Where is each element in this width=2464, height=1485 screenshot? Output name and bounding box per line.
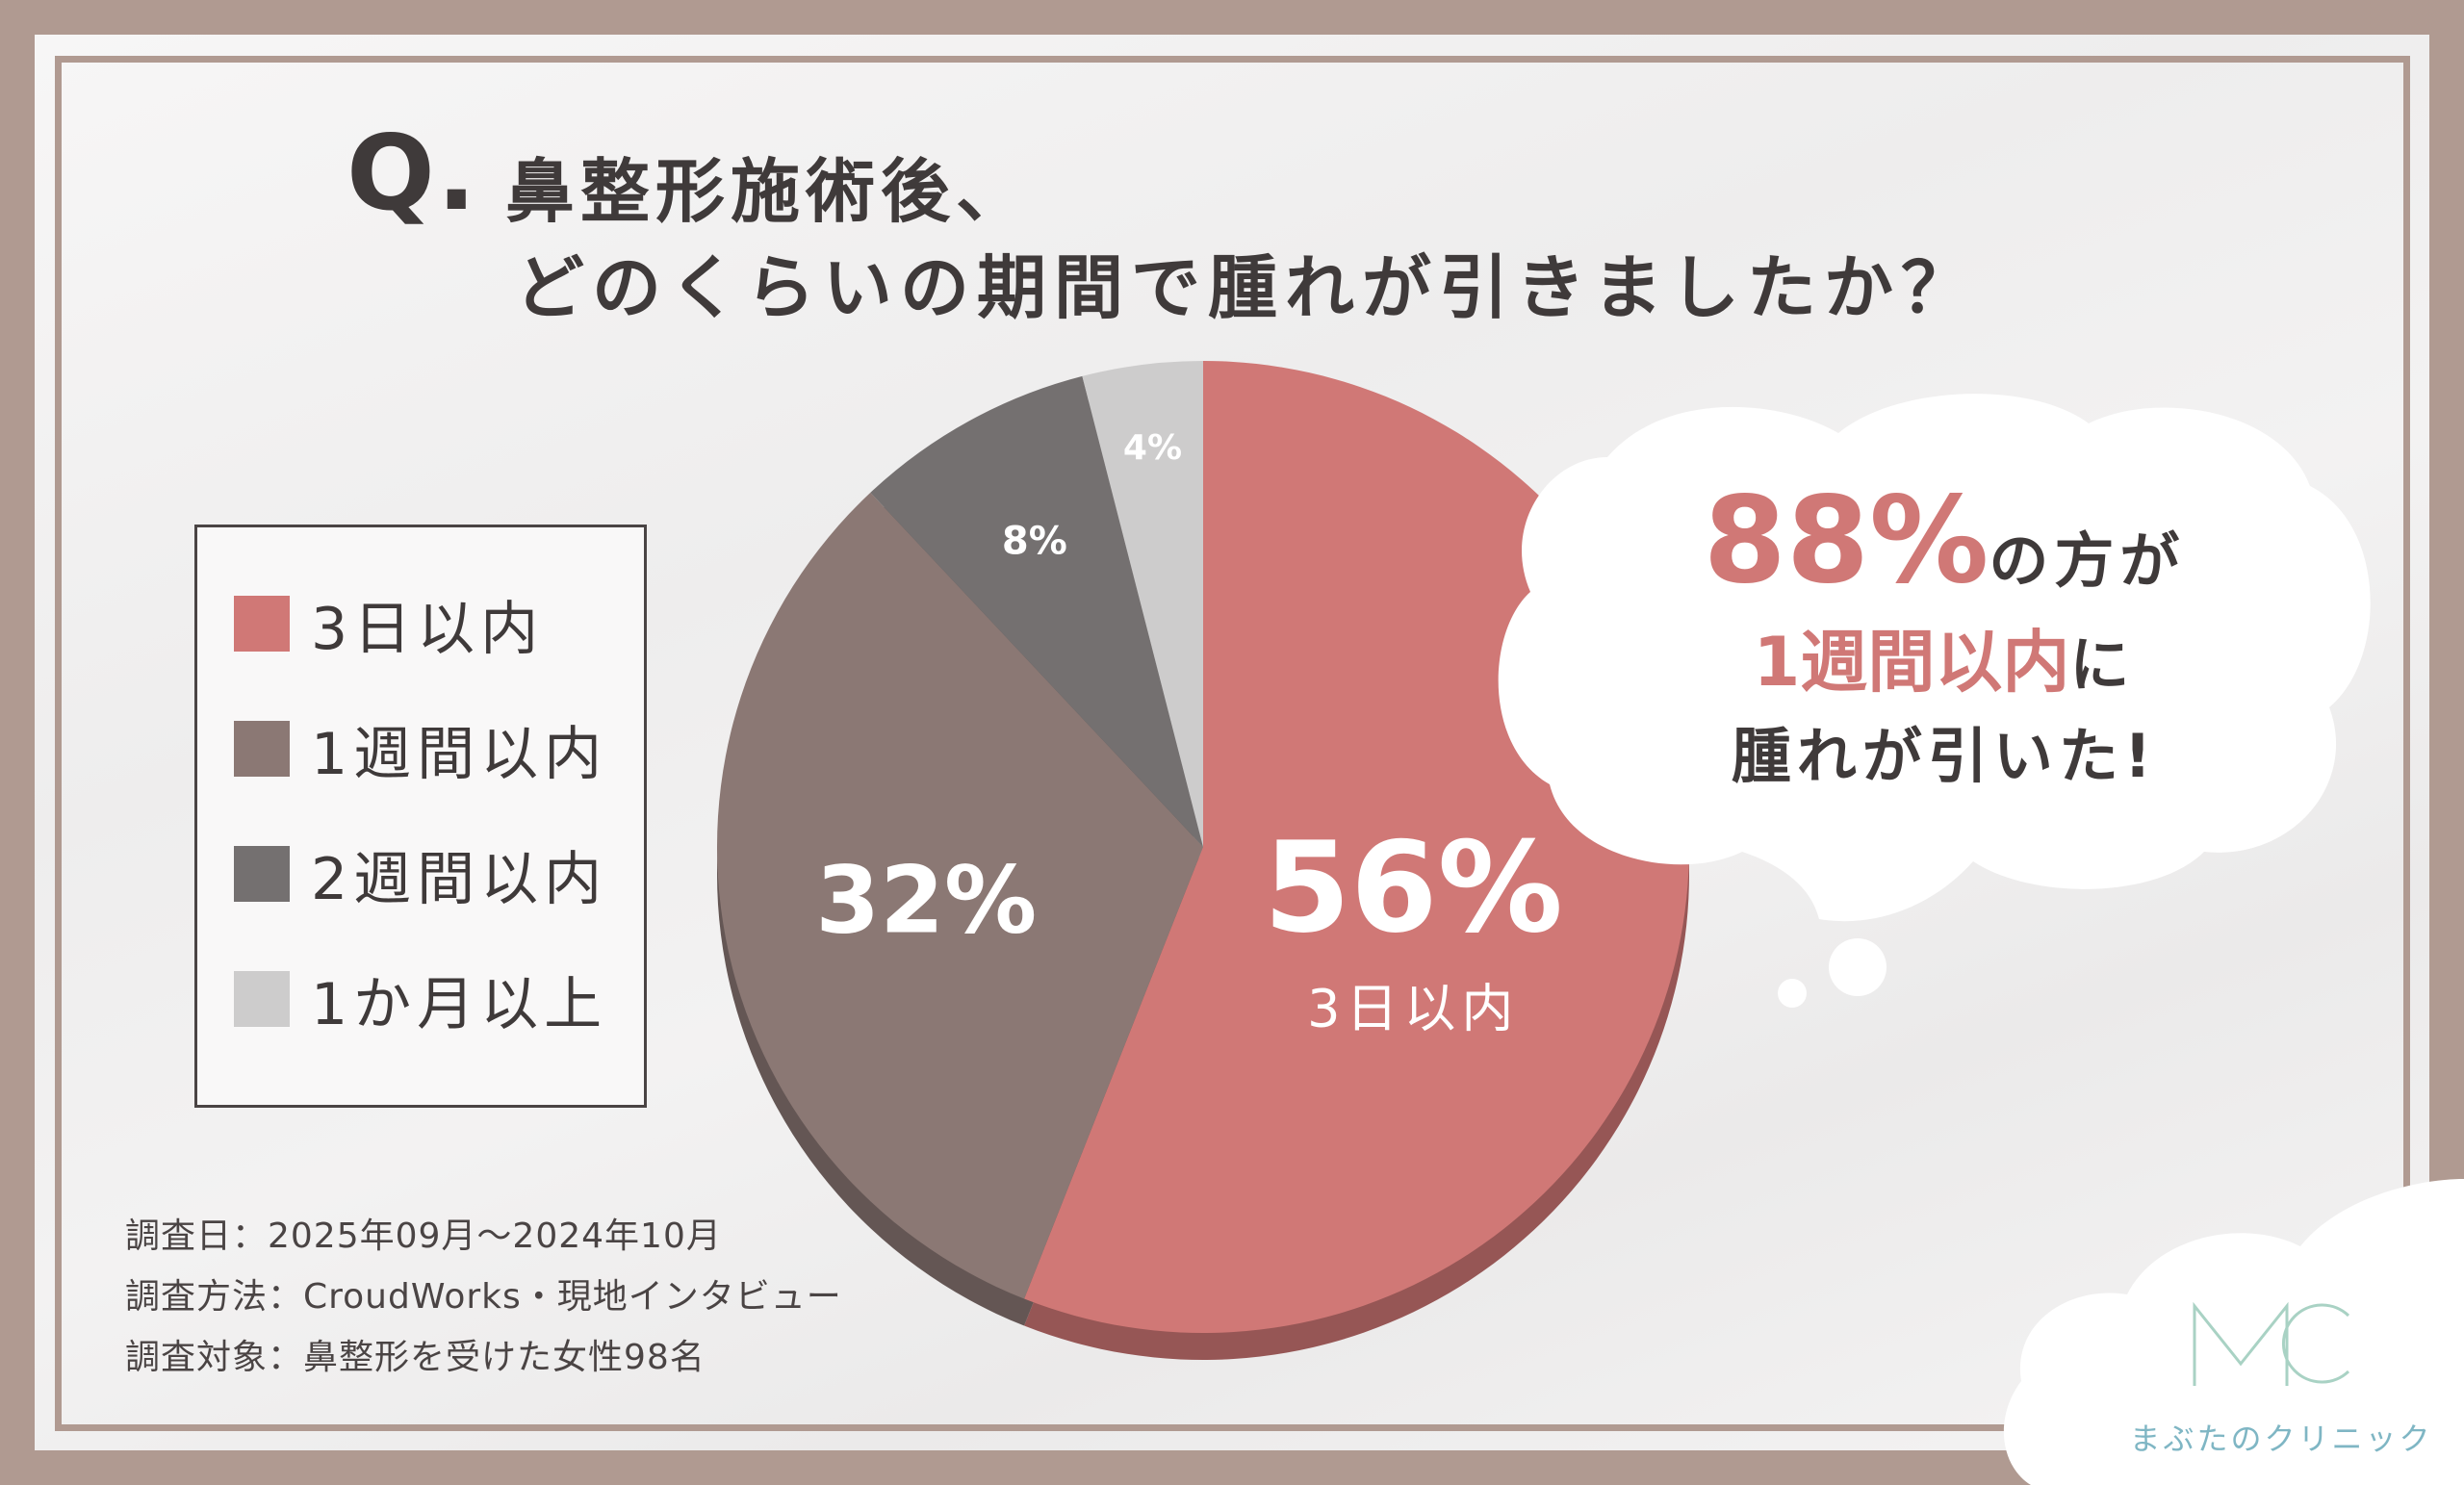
card-border bbox=[55, 56, 2410, 1431]
footnote-date: 調査日：2025年09月〜2024年10月 bbox=[125, 1216, 722, 1256]
legend-swatch bbox=[234, 721, 290, 777]
logo-mark-icon bbox=[2193, 1301, 2350, 1386]
footnote-method: 調査方法：CroudWorks・現地インタビュー bbox=[125, 1277, 842, 1317]
pie-label-4: 4% bbox=[1123, 428, 1182, 468]
legend-swatch bbox=[234, 846, 290, 902]
logo-text: まぶたのクリニック bbox=[2129, 1421, 2433, 1457]
title-line-2: どのくらいの期間で腫れが引きましたか？ bbox=[515, 247, 1979, 328]
pie-label-1: 56% bbox=[1264, 814, 1563, 960]
pie-slice-4 bbox=[1082, 361, 1203, 847]
bubble-shape bbox=[1498, 394, 2371, 922]
pie-sublabel: 3日以内 bbox=[1307, 979, 1519, 1039]
legend-item-1month: 1か月以上 bbox=[234, 965, 607, 1038]
bubble-line-3: 腫れが引いた! bbox=[1502, 707, 2387, 794]
legend-swatch bbox=[234, 971, 290, 1027]
legend-item-1week: 1週間以内 bbox=[234, 715, 607, 788]
bubble-line-3-text: 腫れが引いた! bbox=[1731, 721, 2158, 791]
pie-slice-3 bbox=[870, 375, 1203, 847]
bubble-percent: 88% bbox=[1703, 472, 1989, 610]
legend-label: 1週間以内 bbox=[311, 720, 608, 788]
legend-item-3days: 3日以内 bbox=[234, 590, 544, 663]
title-line-1: 鼻整形施術後、 bbox=[505, 151, 1032, 232]
bubble-line-2: 1週間以内に bbox=[1502, 608, 2387, 705]
bubble-dot-small bbox=[1778, 979, 1807, 1008]
pie-label-3: 8% bbox=[1002, 519, 1067, 563]
legend-label: 2週間以内 bbox=[311, 845, 608, 913]
bubble-dot-large bbox=[1829, 938, 1886, 996]
speech-bubble bbox=[1498, 394, 2371, 1008]
pie-label-2: 32% bbox=[815, 846, 1037, 954]
legend-label: 1か月以上 bbox=[311, 970, 608, 1038]
pie-slice-2 bbox=[717, 492, 1203, 1299]
legend-item-2weeks: 2週間以内 bbox=[234, 840, 607, 913]
question-marker: Q. bbox=[346, 114, 478, 234]
bubble-line-2-rest: に bbox=[2069, 629, 2136, 700]
legend: 3日以内 1週間以内 2週間以内 1か月以上 bbox=[194, 525, 647, 1108]
legend-label: 3日以内 bbox=[311, 595, 545, 663]
legend-swatch bbox=[234, 596, 290, 652]
bubble-line-1: 88%の方が bbox=[1502, 472, 2387, 610]
logo-background bbox=[2003, 1179, 2464, 1485]
bubble-period: 1週間以内 bbox=[1753, 623, 2070, 702]
footnote-target: 調査対象：鼻整形を受けた女性98名 bbox=[125, 1338, 706, 1377]
bubble-line-1-rest: の方が bbox=[1989, 525, 2186, 596]
